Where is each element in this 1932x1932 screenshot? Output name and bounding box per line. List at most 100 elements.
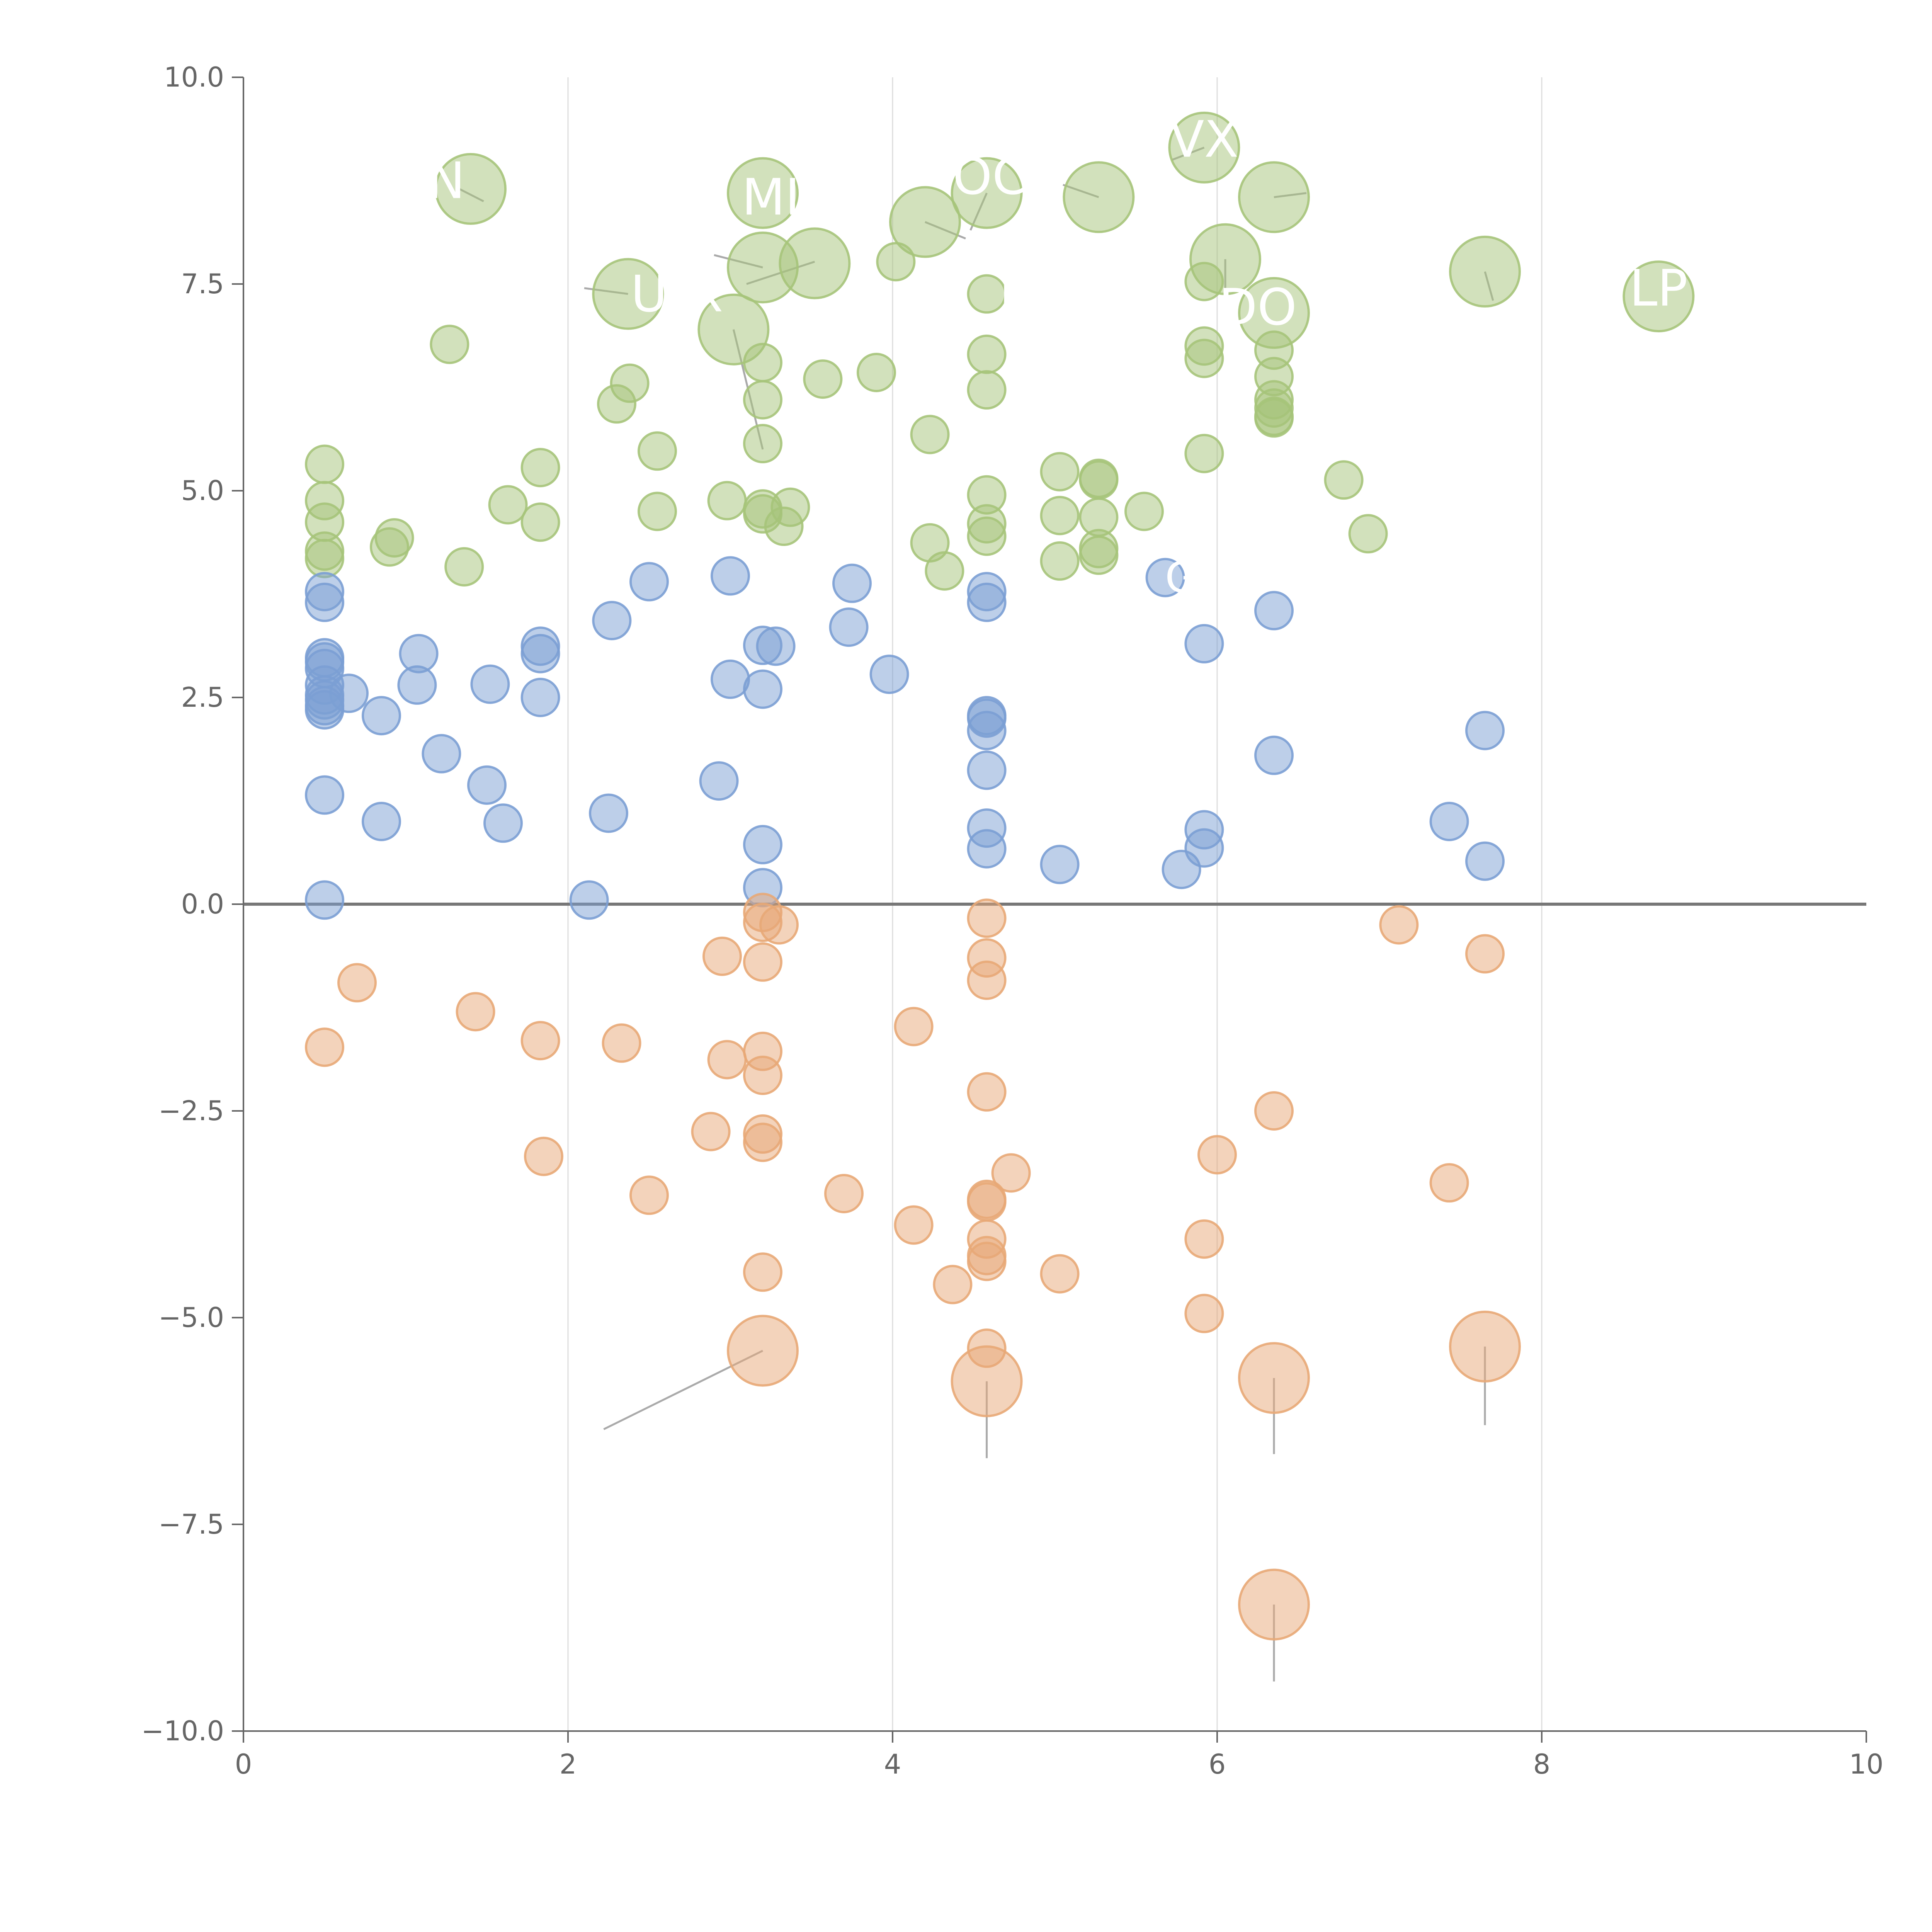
y-tick-label: −2.5 [158, 1095, 224, 1127]
orange-data-point [702, 936, 742, 976]
orange-data-point [1254, 1091, 1294, 1131]
blue-data-point [467, 765, 507, 805]
point-label: N [427, 151, 465, 210]
green-data-point [1124, 492, 1164, 531]
green-data-point [520, 502, 560, 542]
orange-data-point [967, 898, 1007, 938]
blue-data-point [397, 665, 437, 705]
orange-data-point [967, 1072, 1007, 1112]
blue-data-point [967, 829, 1007, 869]
orange-data-point [1238, 1342, 1310, 1414]
y-tick-label: 7.5 [181, 268, 224, 300]
blue-data-point [1429, 802, 1469, 841]
orange-data-point [456, 992, 495, 1032]
green-data-point [1079, 460, 1119, 500]
point-label: DO [1219, 278, 1297, 337]
orange-data-point [1238, 1568, 1310, 1641]
orange-data-point [1184, 1219, 1224, 1259]
blue-data-point [1145, 558, 1185, 597]
green-data-point [370, 527, 409, 567]
green-data-point [1254, 398, 1294, 438]
orange-data-point [707, 1040, 747, 1080]
blue-data-point [1184, 624, 1224, 663]
green-data-point [876, 242, 916, 282]
y-tick-label: −7.5 [158, 1509, 224, 1540]
blue-data-point [967, 750, 1007, 790]
x-tick-label: 10 [1849, 1748, 1883, 1780]
green-data-point [1184, 434, 1224, 473]
blue-data-point [362, 802, 401, 841]
green-data-point [638, 431, 677, 471]
orange-data-point [894, 1205, 934, 1245]
green-data-point [1040, 541, 1080, 581]
orange-data-point [524, 1136, 563, 1176]
orange-data-point [1184, 1294, 1224, 1333]
green-data-point [520, 448, 560, 488]
green-data-point [951, 157, 1023, 229]
y-tick-label: 5.0 [181, 475, 224, 507]
green-data-point [1348, 514, 1388, 554]
orange-data-point [743, 942, 782, 982]
point-labels: N MI OC VX U X DO LP I G [427, 110, 1687, 602]
orange-data-point [305, 1027, 344, 1067]
point-label: X [689, 265, 723, 323]
green-data-point [488, 485, 528, 525]
blue-data-point [305, 690, 344, 730]
green-data-point [743, 380, 782, 420]
green-data-point [779, 227, 851, 299]
orange-data-point [602, 1023, 641, 1063]
green-data-point [1324, 460, 1364, 500]
axes: −10.0 −7.5 −5.0 −2.5 0.0 2.5 5.0 7.5 10.0 0 2 4 6 8 10 [141, 61, 1883, 1780]
green-data-point [592, 258, 664, 330]
point-label: VX [1170, 110, 1238, 169]
green-data-point [925, 551, 964, 591]
y-tick-label: −5.0 [158, 1302, 224, 1333]
orange-data-point [967, 1242, 1007, 1281]
blue-data-point [869, 655, 909, 694]
green-data-point [803, 359, 843, 399]
orange-data-point [629, 1175, 669, 1215]
x-tick-label: 6 [1209, 1748, 1226, 1780]
green-data-point [1184, 262, 1224, 301]
blue-data-point [1254, 591, 1294, 631]
green-data-point [1040, 452, 1080, 492]
green-data-point [1184, 338, 1224, 378]
blue-data-point [362, 696, 401, 736]
blue-data-point [1465, 841, 1505, 881]
blue-data-point [592, 600, 632, 640]
blue-data-point [711, 659, 750, 699]
point-label: U [631, 265, 667, 323]
blue-data-point [967, 711, 1007, 750]
blue-data-point [699, 761, 739, 801]
point-label: G [1165, 553, 1198, 602]
green-data-point [1449, 235, 1521, 308]
green-data-point [1238, 161, 1310, 233]
green-data-point [967, 274, 1007, 314]
blue-data-point [756, 626, 796, 666]
orange-data-point [991, 1153, 1031, 1193]
green-data-point [967, 370, 1007, 410]
blue-data-point [829, 607, 869, 647]
blue-data-point [589, 793, 628, 833]
orange-data-point [951, 1345, 1023, 1417]
green-data-point [1040, 496, 1080, 536]
orange-data-point [1040, 1254, 1080, 1294]
blue-data-point [629, 562, 669, 602]
green-data-point [1079, 535, 1119, 575]
blue-data-point [1465, 711, 1505, 750]
blue-data-point [711, 556, 750, 596]
green-data-point [910, 415, 950, 454]
green-data-point [857, 352, 896, 392]
orange-data-point [520, 1021, 560, 1061]
blue-data-point [1040, 845, 1080, 884]
blue-data-point [305, 582, 344, 622]
green-data-point [597, 384, 636, 424]
blue-data-point [422, 734, 461, 774]
blue-data-point [743, 825, 782, 864]
green-data-point [967, 334, 1007, 374]
y-tick-label: 2.5 [181, 682, 224, 713]
x-tick-label: 2 [560, 1748, 577, 1780]
y-tick-label: 0.0 [181, 888, 224, 920]
orange-data-point [1429, 1163, 1469, 1203]
blue-data-point [967, 582, 1007, 622]
